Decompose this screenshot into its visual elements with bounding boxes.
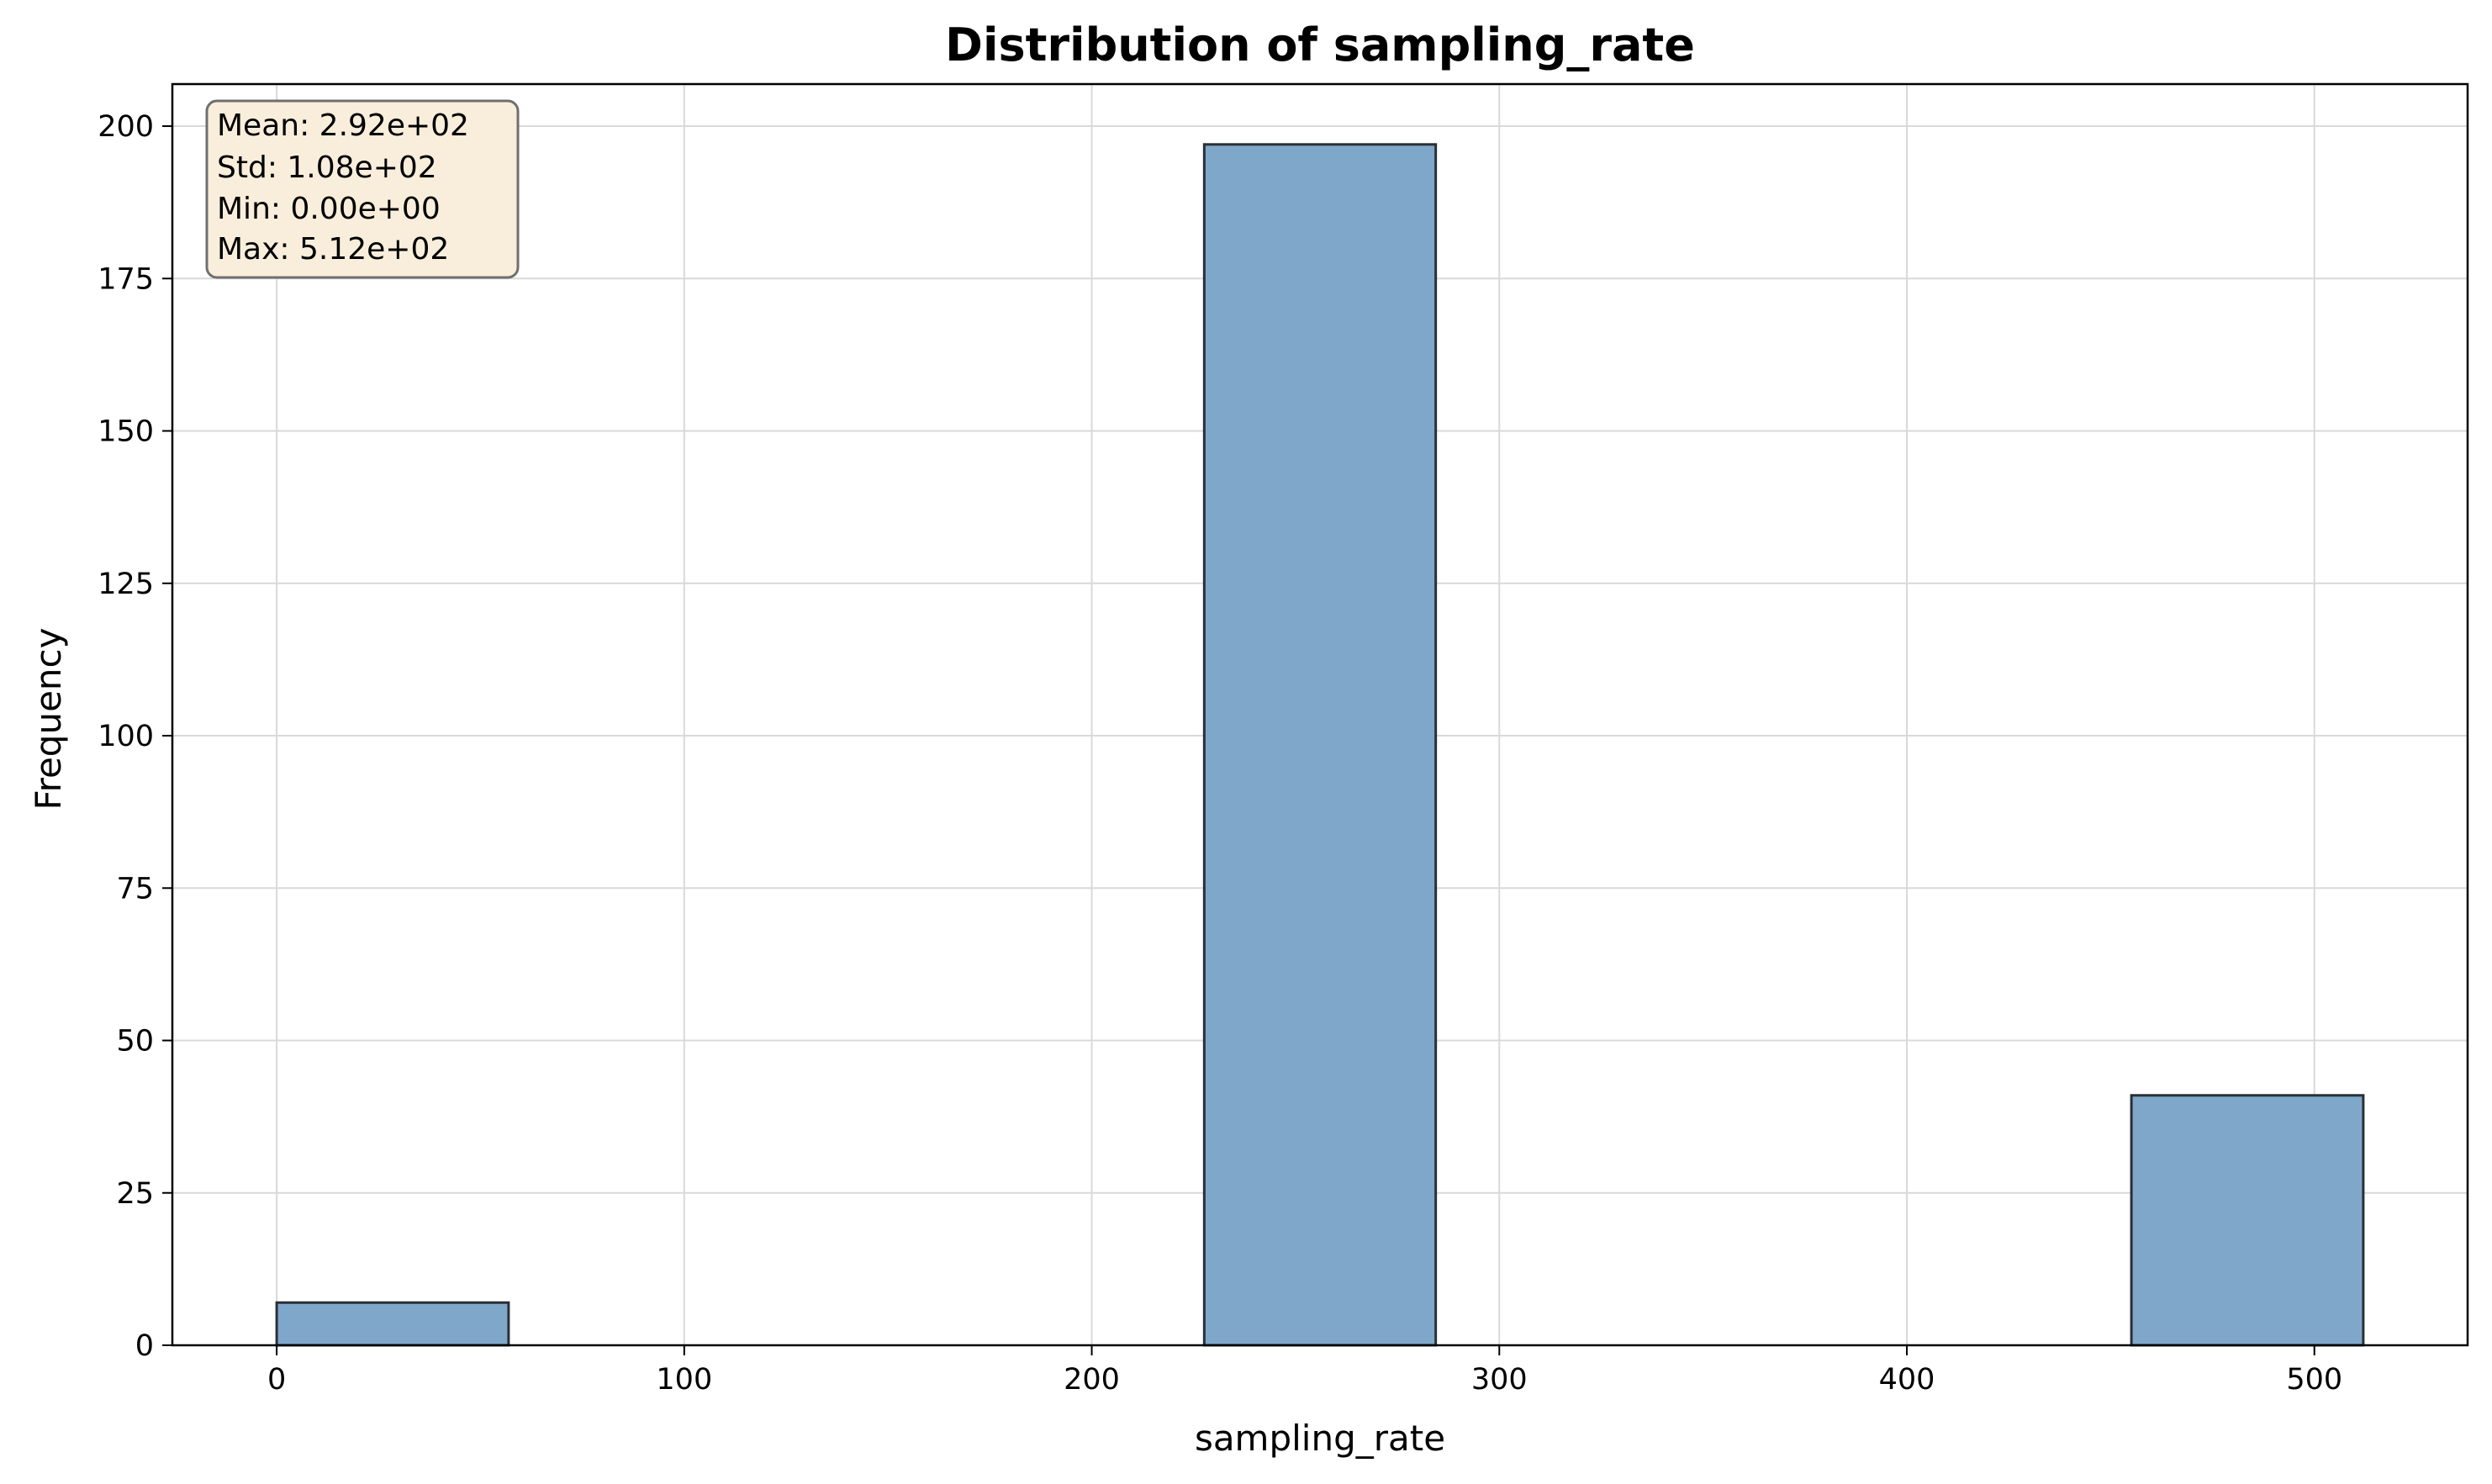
y-tick-label: 200 [98, 110, 154, 144]
x-axis-ticks: 0 100 200 300 400 500 [267, 1345, 2342, 1397]
x-tick-label: 100 [656, 1363, 712, 1397]
chart-title: Distribution of sampling_rate [945, 18, 1695, 71]
x-tick-label: 500 [2286, 1363, 2342, 1397]
x-tick-label: 200 [1064, 1363, 1120, 1397]
y-tick-label: 25 [116, 1177, 154, 1211]
stats-box: Mean: 2.92e+02 Std: 1.08e+02 Min: 0.00e+… [207, 101, 518, 277]
y-axis-label: Frequency [28, 628, 69, 811]
stats-max: Max: 5.12e+02 [217, 232, 449, 267]
y-tick-label: 50 [116, 1025, 154, 1059]
stats-mean: Mean: 2.92e+02 [217, 108, 469, 143]
histogram-bar [1204, 145, 1435, 1345]
y-tick-label: 150 [98, 415, 154, 449]
y-axis-ticks: 0 25 50 75 100 125 150 175 200 [98, 110, 172, 1363]
x-tick-label: 300 [1471, 1363, 1528, 1397]
histogram-bar [2131, 1096, 2363, 1345]
y-tick-label: 125 [98, 568, 154, 601]
stats-min: Min: 0.00e+00 [217, 192, 441, 226]
x-tick-label: 400 [1879, 1363, 1935, 1397]
histogram-bar [277, 1302, 509, 1345]
histogram-bars [277, 145, 2363, 1345]
x-axis-label: sampling_rate [1195, 1418, 1445, 1459]
y-tick-label: 75 [116, 872, 154, 906]
stats-std: Std: 1.08e+02 [217, 151, 437, 185]
y-tick-label: 175 [98, 262, 154, 296]
y-tick-label: 0 [135, 1329, 154, 1363]
x-tick-label: 0 [267, 1363, 286, 1397]
y-tick-label: 100 [98, 720, 154, 753]
